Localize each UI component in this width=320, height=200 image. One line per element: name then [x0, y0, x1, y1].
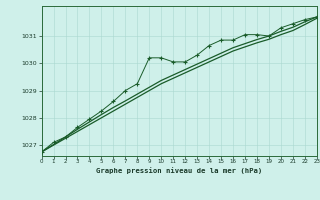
X-axis label: Graphe pression niveau de la mer (hPa): Graphe pression niveau de la mer (hPa) — [96, 167, 262, 174]
